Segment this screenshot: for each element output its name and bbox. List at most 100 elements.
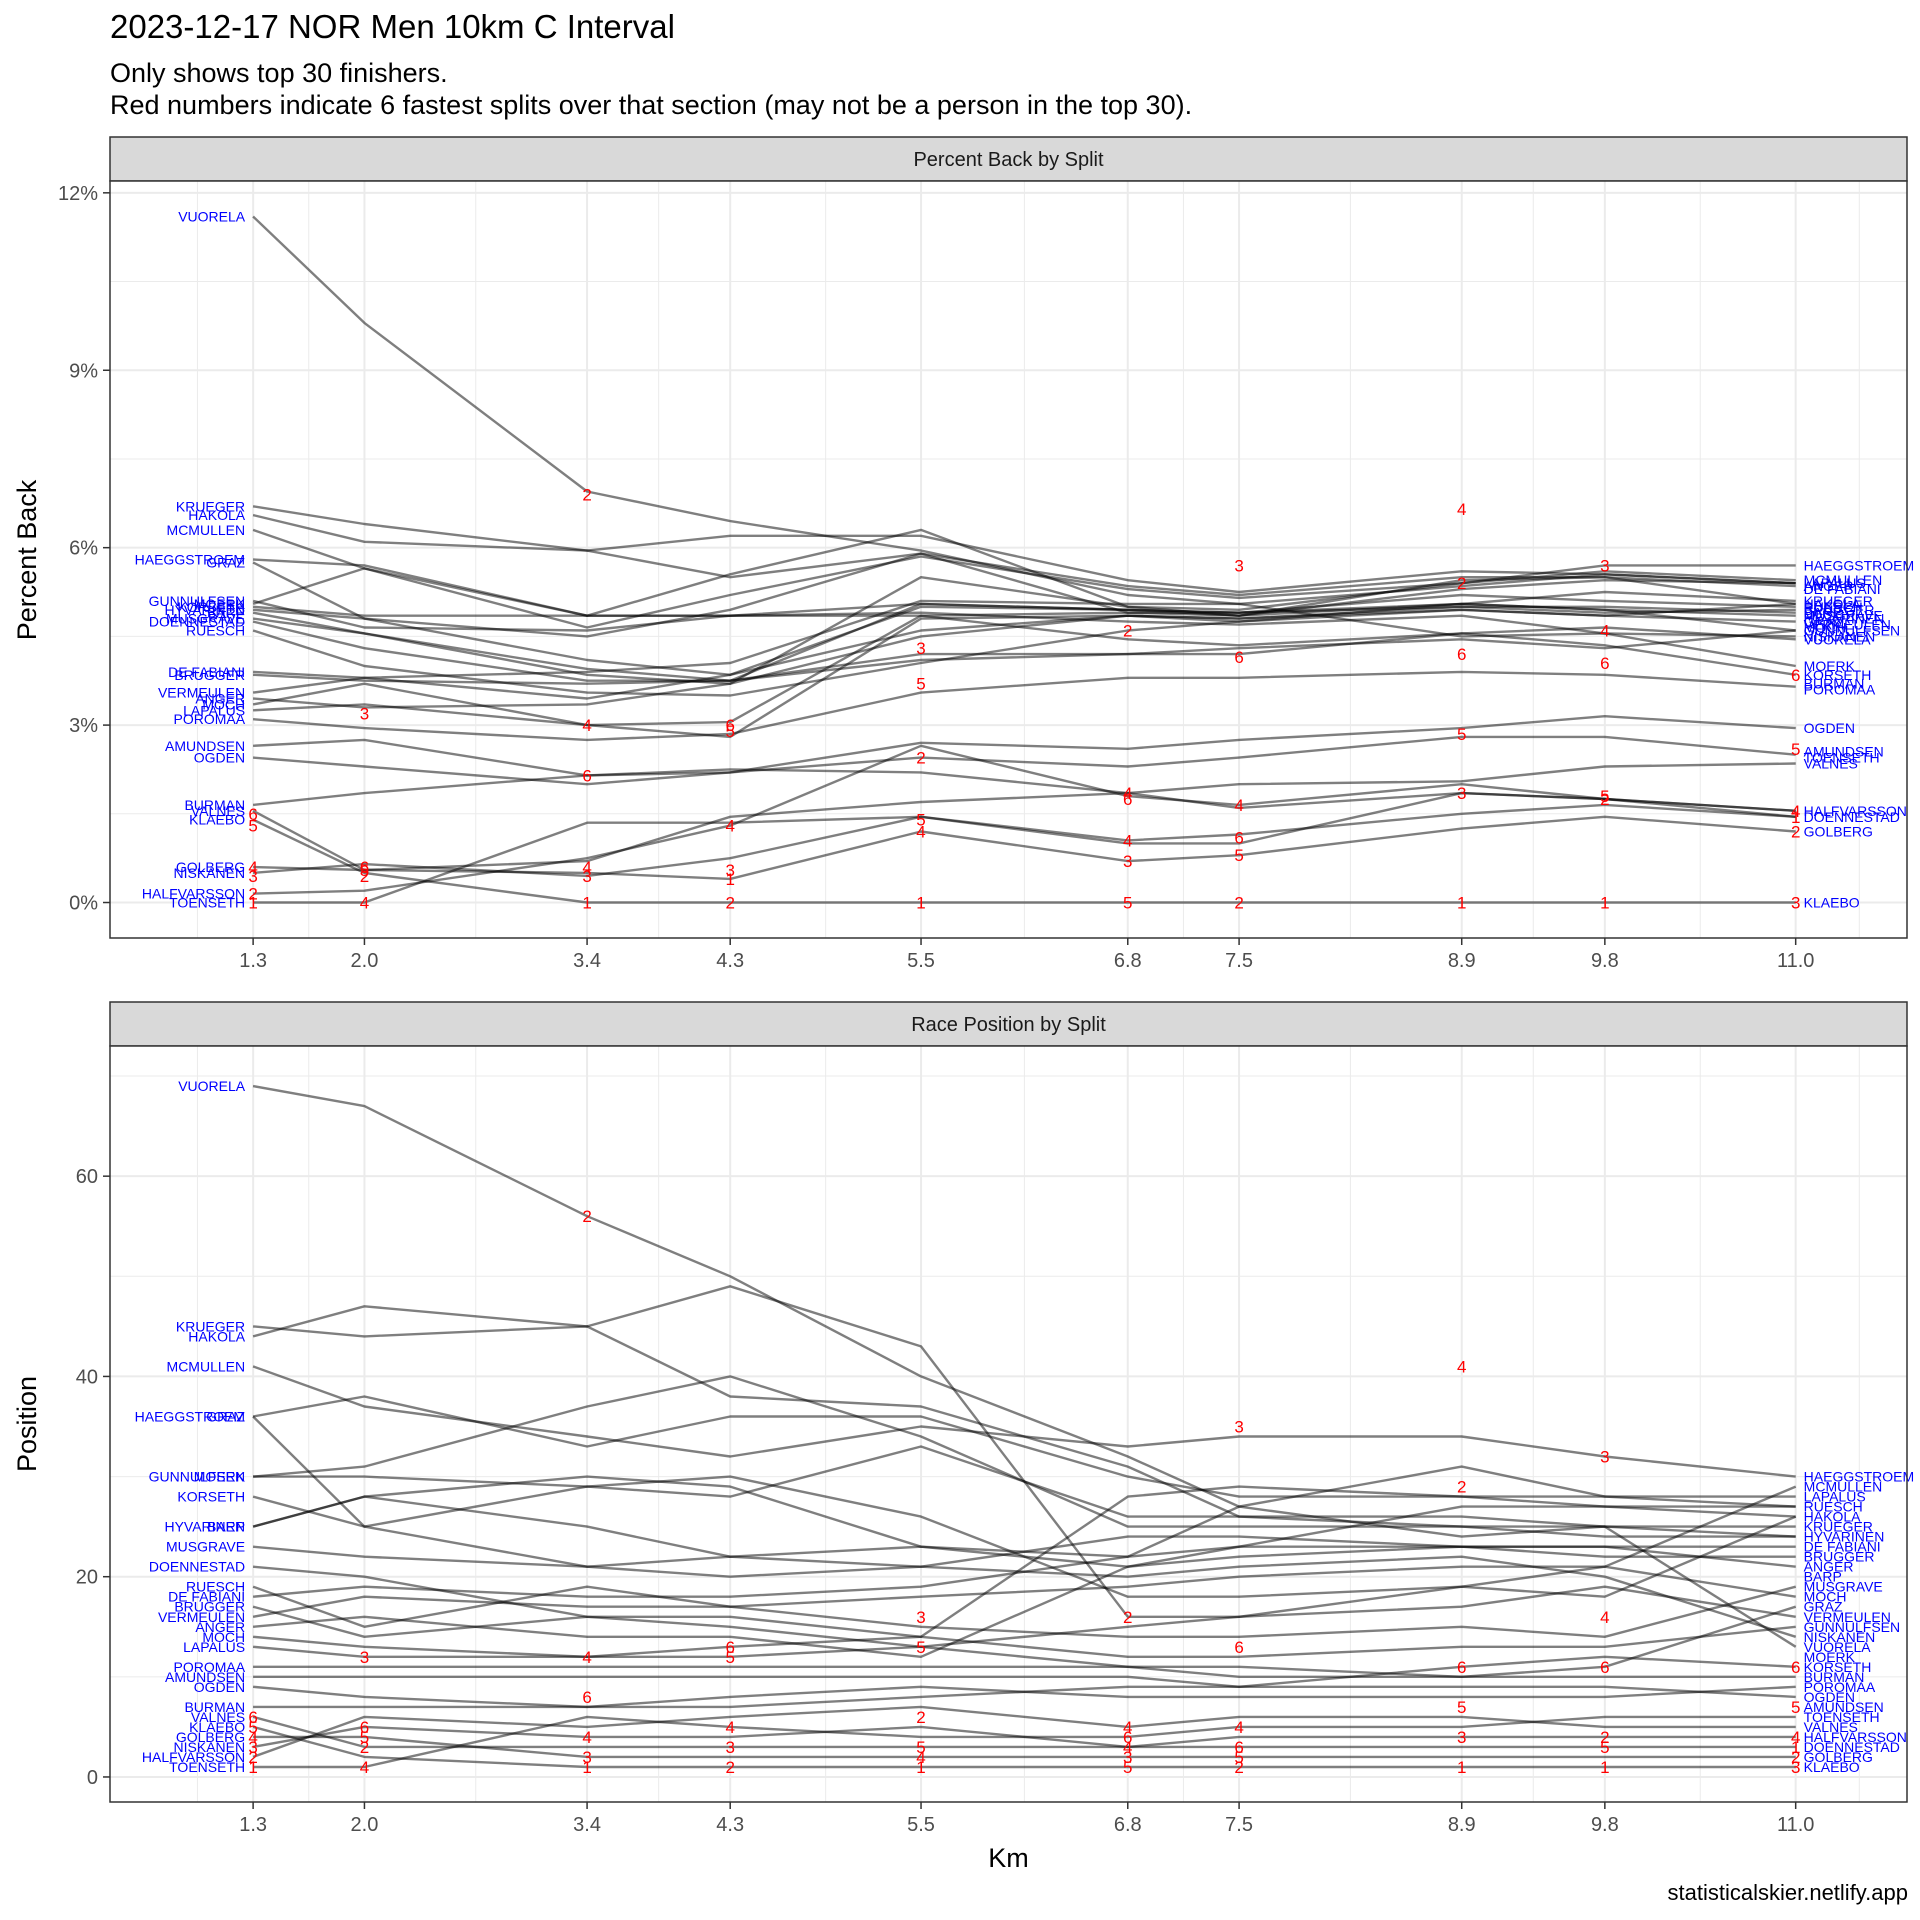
series-line-moerk (252, 1375, 1796, 1538)
panel-strip (109, 136, 1908, 182)
start-name-label: DOENNESTAD (149, 1559, 245, 1575)
y-tick-label: 12% (58, 183, 98, 205)
split-rank-label: 5 (1234, 1748, 1243, 1767)
series-line-doennestad (252, 620, 1796, 682)
split-rank-label: 2 (1600, 1728, 1609, 1747)
end-name-label: LAPALUS (1804, 575, 1866, 591)
split-rank-label: 5 (360, 861, 369, 880)
start-name-label: GOLBERG (176, 1729, 245, 1745)
start-name-label: GUNNULFSEN (149, 593, 245, 609)
split-rank-label: 1 (1600, 1758, 1609, 1777)
x-tick-label: 4.3 (716, 950, 744, 972)
series-line-vermeulen (252, 602, 1796, 700)
split-rank-label: 4 (1457, 500, 1466, 519)
end-name-label: POROMAA (1804, 1679, 1876, 1695)
split-rank-label: 2 (916, 1708, 925, 1727)
split-rank-label: 3 (360, 1648, 369, 1667)
x-tick-label: 5.5 (907, 1814, 935, 1836)
end-name-label: MOCH (1804, 620, 1847, 636)
split-rank-label: 2 (582, 1207, 591, 1226)
start-name-label: GRAZ (206, 1408, 245, 1424)
split-rank-label: 5 (360, 1728, 369, 1747)
end-name-label: GOLBERG (1804, 1749, 1873, 1765)
split-rank-label: 4 (582, 1728, 591, 1747)
split-rank-label: 4 (1234, 1718, 1243, 1737)
split-rank-label: 3 (1234, 556, 1243, 575)
y-tick-label: 0 (87, 1767, 98, 1789)
end-name-label: VERMEULEN (1804, 617, 1891, 633)
end-name-label: KORSETH (1804, 667, 1872, 683)
y-tick-label: 0% (69, 893, 98, 915)
source-caption: statisticalskier.netlify.app (1667, 1880, 1908, 1905)
x-tick-label: 8.9 (1448, 950, 1476, 972)
panel-title: Race Position by Split (911, 1014, 1106, 1036)
start-name-label: MUSGRAVE (166, 611, 245, 627)
start-name-label: BARP (207, 1519, 245, 1535)
end-name-label: MOERK (1804, 658, 1856, 674)
panel-title: Percent Back by Split (913, 149, 1104, 171)
split-rank-label: 2 (1457, 574, 1466, 593)
split-rank-label: 1 (582, 894, 591, 913)
split-rank-label: 4 (1791, 1728, 1800, 1747)
end-name-label: HAKOLA (1804, 596, 1861, 612)
split-rank-label: 3 (916, 1608, 925, 1627)
split-rank-label: 4 (248, 1728, 257, 1747)
split-rank-label: 6 (1234, 1738, 1243, 1757)
end-name-label: DE FABIANI (1804, 581, 1881, 597)
series-line-ogden (253, 735, 1796, 786)
split-rank-label: 5 (725, 1648, 734, 1667)
series-line-halfvarsson (253, 744, 1796, 895)
split-rank-label: 1 (725, 870, 734, 889)
split-rank-label: 1 (1600, 894, 1609, 913)
panel-strip (109, 1001, 1908, 1047)
start-name-label: BURMAN (184, 1699, 245, 1715)
start-name-label: MOCH (202, 1629, 245, 1645)
end-name-label: HAEGGSTROEM (1804, 557, 1914, 573)
x-tick-label: 7.5 (1225, 950, 1253, 972)
start-name-label: POROMAA (174, 711, 246, 727)
x-tick-label: 9.8 (1591, 1814, 1619, 1836)
start-name-label: AMUNDSEN (165, 1669, 245, 1685)
plot-border (109, 180, 1908, 939)
panel-1: Percent Back by SplitVUORELAKRUEGERHAKOL… (12, 136, 1914, 972)
series-line-de-fabiani (253, 573, 1796, 679)
start-name-label: MOERK (194, 1469, 246, 1485)
end-name-label: VERMEULEN (1804, 1609, 1891, 1625)
split-rank-label: 5 (1123, 894, 1132, 913)
chart-subtitle-line2: Red numbers indicate 6 fastest splits ov… (110, 90, 1193, 120)
split-rank-label: 6 (1234, 648, 1243, 667)
start-name-label: HAKOLA (188, 507, 245, 523)
y-tick-label: 9% (69, 360, 98, 382)
y-axis-title: Position (12, 1376, 42, 1472)
split-rank-label: 5 (916, 675, 925, 694)
split-rank-label: 4 (248, 858, 257, 877)
split-rank-label: 6 (360, 1718, 369, 1737)
split-rank-label: 2 (725, 1758, 734, 1777)
series-line-ruesch (252, 602, 1796, 697)
split-rank-label: 2 (1457, 1478, 1466, 1497)
split-rank-label: 4 (1123, 831, 1132, 850)
plot-background (110, 181, 1907, 938)
series-line-golberg (253, 1735, 1796, 1759)
series-line-brugger (253, 626, 1796, 685)
end-name-label: BRUGGER (1804, 1549, 1875, 1565)
start-name-label: NISKANEN (174, 865, 246, 881)
start-name-label: HAKOLA (188, 1328, 245, 1344)
split-rank-label: 5 (1600, 1738, 1609, 1757)
end-name-label: BURMAN (1804, 676, 1865, 692)
end-name-label: DOENNESTAD (1804, 809, 1900, 825)
start-name-label: HAEGGSTROEM (135, 1408, 245, 1424)
split-rank-label: 2 (360, 867, 369, 886)
end-name-label: VUORELA (1804, 1639, 1872, 1655)
start-name-label: BURMAN (184, 797, 245, 813)
start-name-label: BRUGGER (174, 667, 245, 683)
end-name-label: ANGER (1804, 1559, 1854, 1575)
x-tick-label: 5.5 (907, 950, 935, 972)
series-line-toenseth (253, 791, 1796, 904)
start-name-label: HYVARINEN (164, 1519, 245, 1535)
end-name-label: HAEGGSTROEM (1804, 1469, 1914, 1485)
x-tick-label: 7.5 (1225, 1814, 1253, 1836)
split-rank-label: 6 (1457, 1658, 1466, 1677)
series-line-lapalus (252, 1485, 1796, 1659)
x-tick-label: 11.0 (1777, 950, 1814, 972)
